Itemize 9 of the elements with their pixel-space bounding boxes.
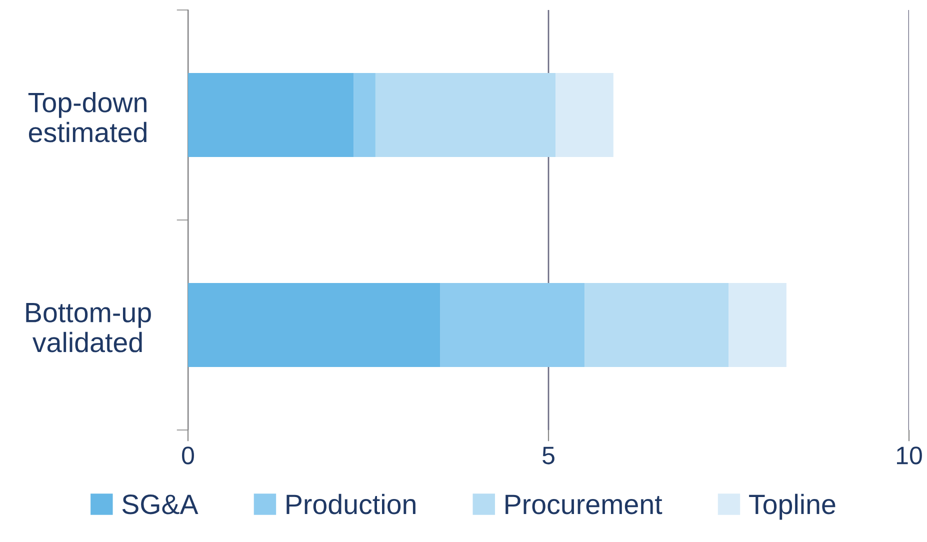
x-tick-label: 5 (542, 446, 554, 464)
y-tick-label: Bottom-up validated (26, 303, 151, 352)
legend-label: SG&A (122, 494, 198, 514)
legend-label: Procurement (506, 494, 662, 514)
x-tick-label: 10 (897, 446, 922, 464)
y-tick-label: Top-down estimated (28, 92, 146, 142)
legend-label: Production (286, 494, 416, 514)
legend-label: Topline (749, 494, 836, 520)
x-tick-label: 0 (182, 446, 194, 464)
